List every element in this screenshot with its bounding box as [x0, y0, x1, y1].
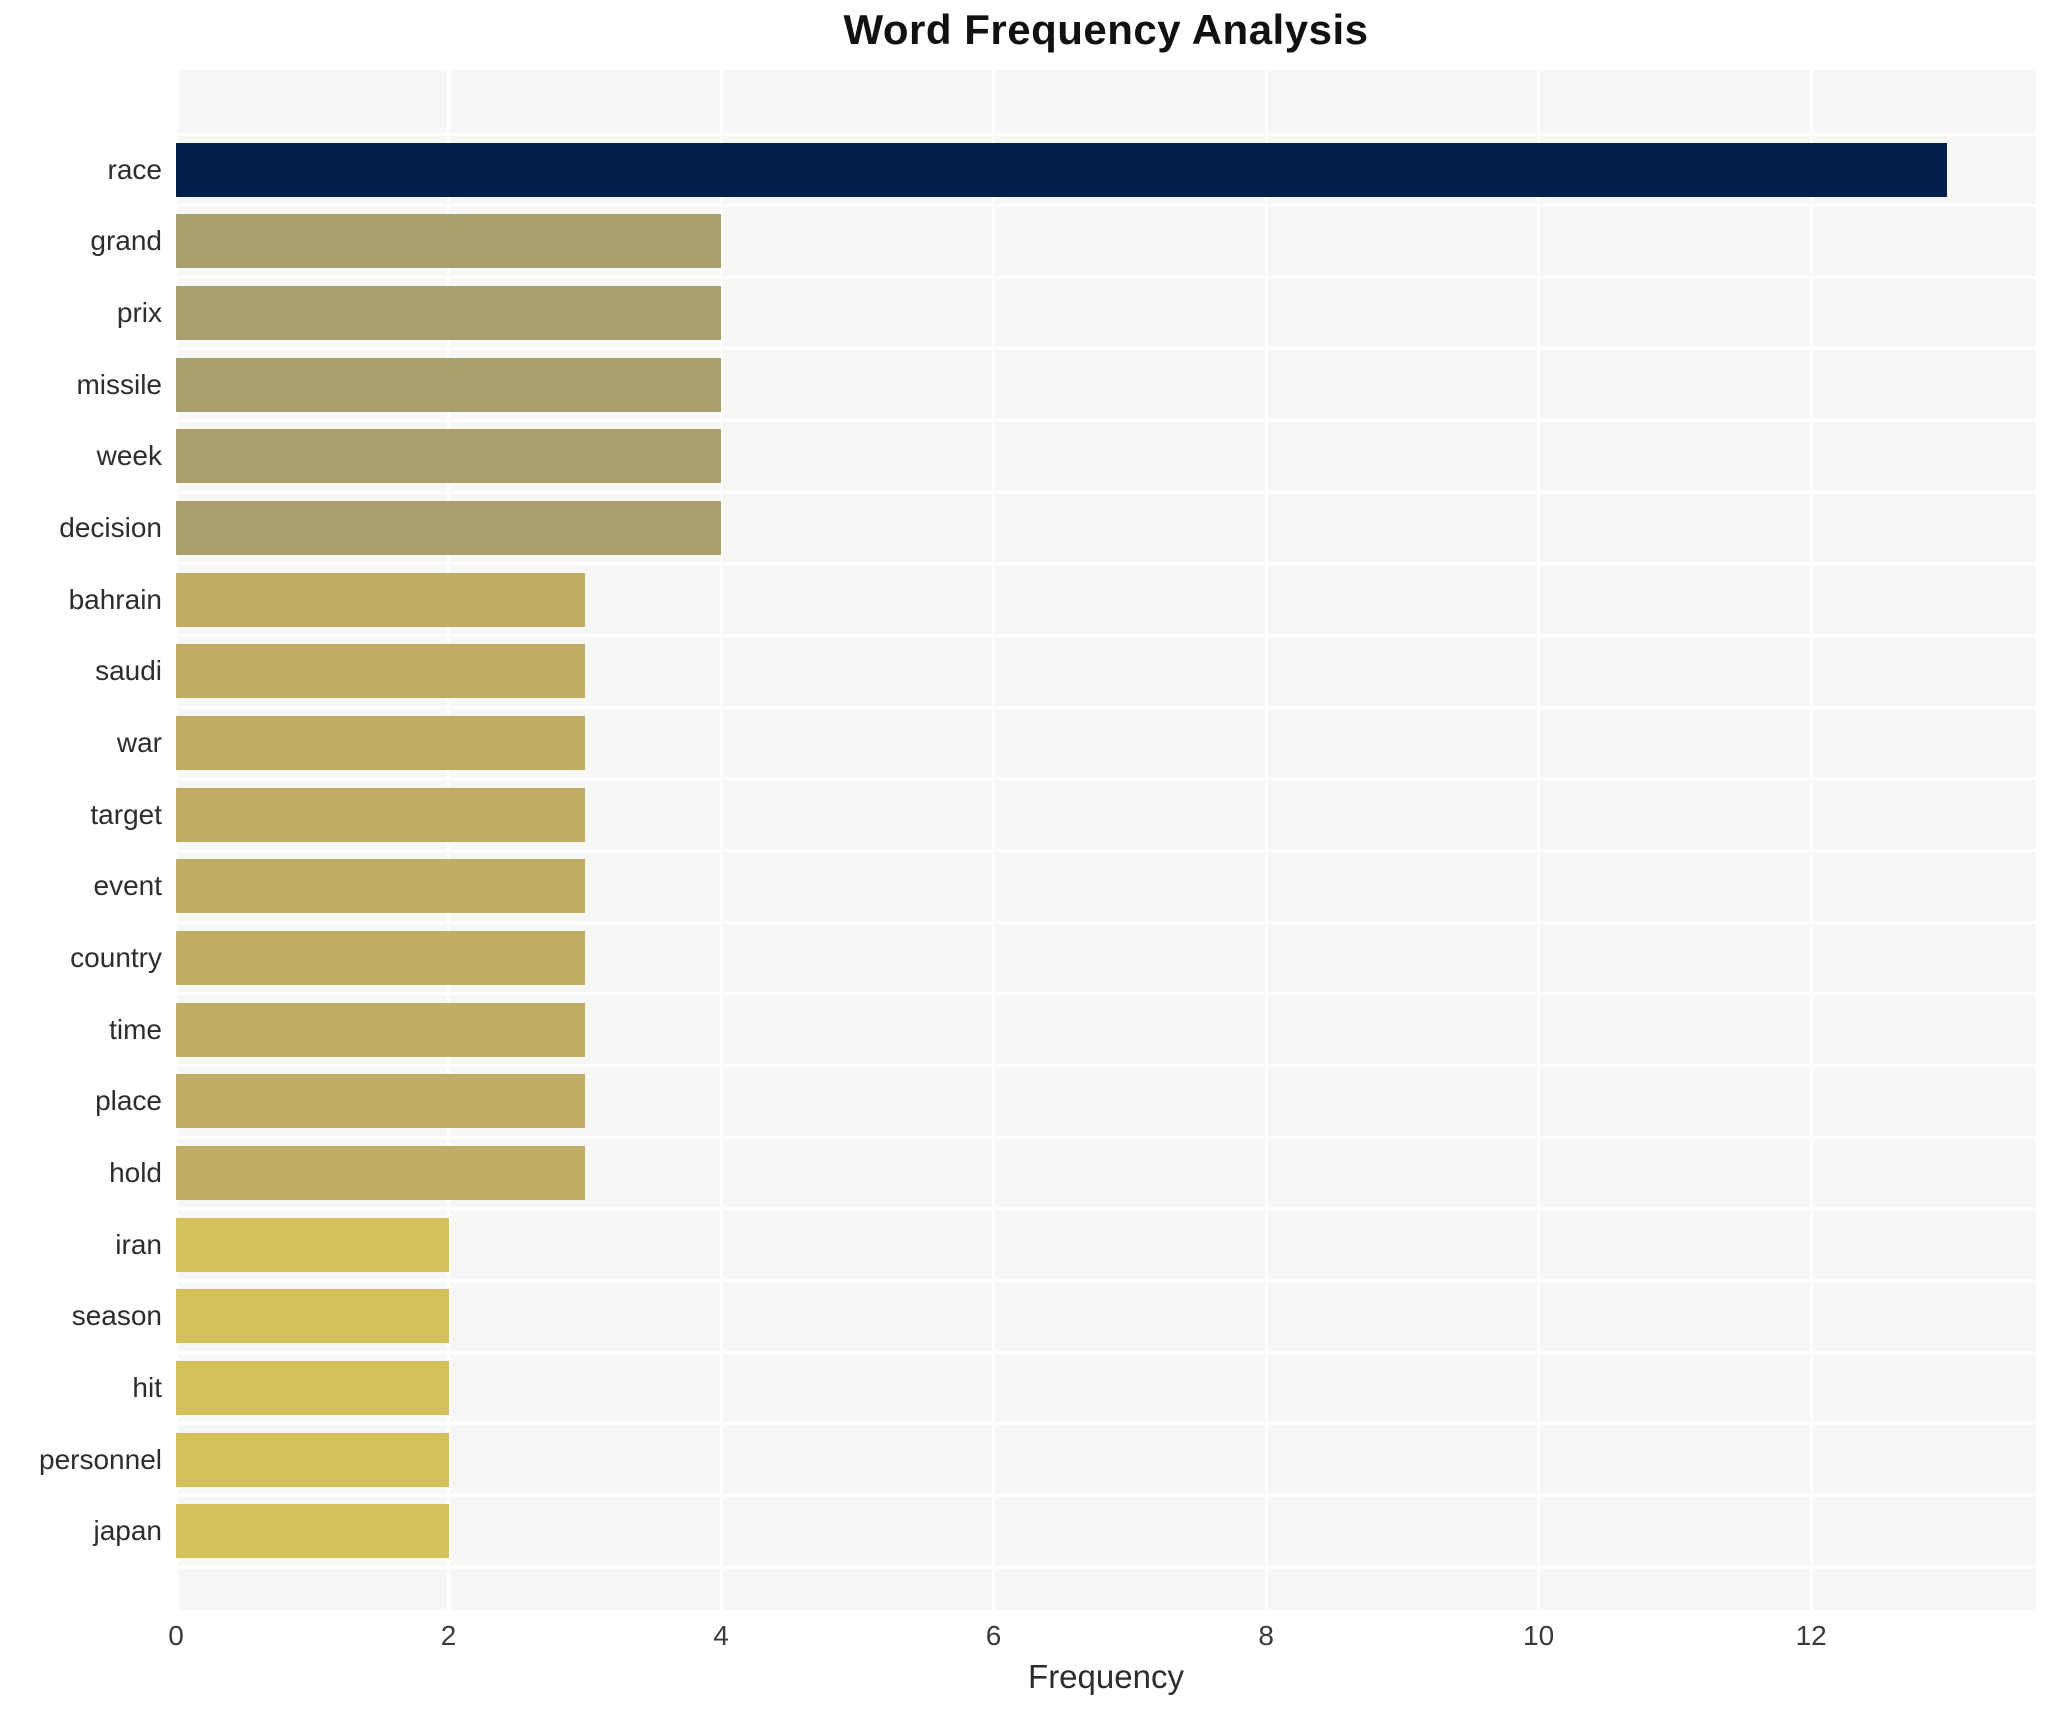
- x-tick-label-8: 8: [1258, 1620, 1274, 1651]
- bar-bahrain: [176, 572, 585, 627]
- bar-country: [176, 930, 585, 985]
- horizontal-gridline: [176, 1135, 2036, 1139]
- horizontal-gridline: [176, 347, 2036, 351]
- bar-place: [176, 1074, 585, 1129]
- horizontal-gridline: [176, 634, 2036, 638]
- bar-personnel: [176, 1432, 449, 1487]
- x-tick-label-2: 2: [440, 1620, 457, 1651]
- x-tick-label-0: 0: [168, 1620, 184, 1651]
- chart-title: Word Frequency Analysis: [843, 6, 1369, 53]
- y-label-japan: japan: [93, 1515, 162, 1547]
- horizontal-gridline: [176, 1063, 2036, 1067]
- y-label-prix: prix: [116, 297, 162, 329]
- bar-saudi: [176, 644, 585, 699]
- plot-area: [174, 70, 2036, 1610]
- x-tick-label-4: 4: [713, 1620, 729, 1651]
- horizontal-gridline: [176, 132, 2036, 136]
- horizontal-gridline: [176, 1565, 2036, 1569]
- horizontal-gridline: [176, 1422, 2036, 1426]
- vertical-gridline: [719, 70, 723, 1610]
- bar-grand: [176, 214, 722, 269]
- y-label-week: week: [96, 440, 162, 472]
- horizontal-gridline: [176, 920, 2036, 924]
- bar-season: [176, 1289, 449, 1344]
- y-label-personnel: personnel: [39, 1443, 162, 1475]
- bar-missile: [176, 357, 722, 412]
- bar-time: [176, 1002, 585, 1057]
- y-label-iran: iran: [115, 1228, 162, 1260]
- y-label-bahrain: bahrain: [68, 583, 162, 615]
- y-label-country: country: [70, 941, 162, 973]
- y-label-race: race: [107, 153, 162, 185]
- bar-event: [176, 859, 585, 914]
- horizontal-gridline: [176, 1207, 2036, 1211]
- horizontal-gridline: [176, 204, 2036, 208]
- bar-iran: [176, 1217, 449, 1272]
- horizontal-gridline: [176, 777, 2036, 781]
- bar-week: [176, 429, 722, 484]
- horizontal-gridline: [176, 992, 2036, 996]
- y-label-missile: missile: [76, 368, 162, 400]
- y-label-time: time: [109, 1013, 162, 1045]
- y-label-hit: hit: [132, 1371, 162, 1403]
- y-label-hold: hold: [109, 1156, 162, 1188]
- bar-japan: [176, 1504, 449, 1559]
- y-label-grand: grand: [90, 225, 162, 257]
- x-axis-title: Frequency: [1028, 1658, 1184, 1695]
- horizontal-gridline: [176, 1278, 2036, 1282]
- bar-decision: [176, 501, 722, 556]
- horizontal-gridline: [176, 1350, 2036, 1354]
- horizontal-gridline: [176, 275, 2036, 279]
- x-tick-label-12: 12: [1795, 1620, 1827, 1651]
- vertical-gridline: [992, 70, 996, 1610]
- y-label-decision: decision: [59, 512, 162, 544]
- horizontal-gridline: [176, 419, 2036, 423]
- bar-war: [176, 716, 585, 771]
- bar-hold: [176, 1145, 585, 1200]
- horizontal-gridline: [176, 562, 2036, 566]
- horizontal-gridline: [176, 849, 2036, 852]
- horizontal-gridline: [176, 1493, 2036, 1497]
- bar-target: [176, 787, 585, 842]
- y-label-saudi: saudi: [95, 655, 162, 687]
- bar-hit: [176, 1360, 449, 1415]
- vertical-gridline: [1537, 70, 1541, 1610]
- horizontal-gridline: [176, 490, 2036, 494]
- y-label-target: target: [90, 798, 162, 830]
- y-label-event: event: [93, 870, 163, 902]
- vertical-gridline: [1809, 70, 1813, 1610]
- bar-race: [176, 142, 1948, 197]
- horizontal-gridline: [176, 705, 2036, 709]
- y-label-war: war: [116, 727, 162, 759]
- bar-prix: [176, 286, 722, 341]
- y-label-place: place: [95, 1085, 162, 1117]
- x-tick-label-10: 10: [1523, 1620, 1555, 1651]
- y-label-season: season: [71, 1300, 162, 1332]
- x-tick-label-6: 6: [985, 1620, 1002, 1651]
- vertical-gridline: [1264, 70, 1268, 1610]
